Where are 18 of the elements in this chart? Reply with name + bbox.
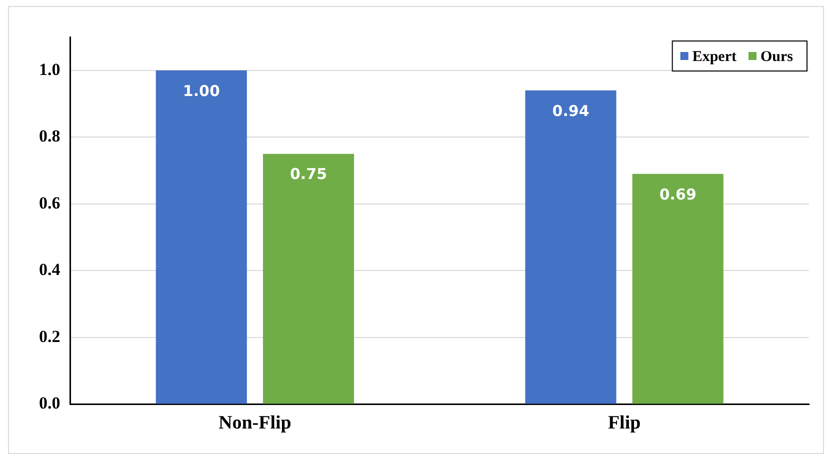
y-tick-label: 0.8: [39, 126, 60, 146]
y-tick-label: 1.0: [39, 60, 60, 79]
bar: [156, 70, 247, 404]
x-tick-label: Non-Flip: [218, 412, 292, 434]
data-label: 0.75: [290, 165, 328, 184]
legend-label: Ours: [760, 48, 794, 65]
bar: [525, 90, 616, 404]
y-tick-label: 0.4: [39, 260, 61, 280]
data-label: 0.94: [552, 102, 590, 120]
y-tick-label: 0.2: [39, 326, 60, 346]
legend-label: Expert: [692, 48, 737, 65]
y-tick-label: 0.0: [39, 394, 60, 413]
data-label: 1.00: [182, 82, 220, 100]
x-tick-label: Flip: [608, 412, 641, 434]
bar: [632, 174, 724, 404]
bar: [262, 154, 354, 404]
y-tick-label: 0.6: [39, 193, 60, 212]
data-label: 0.69: [659, 185, 696, 204]
